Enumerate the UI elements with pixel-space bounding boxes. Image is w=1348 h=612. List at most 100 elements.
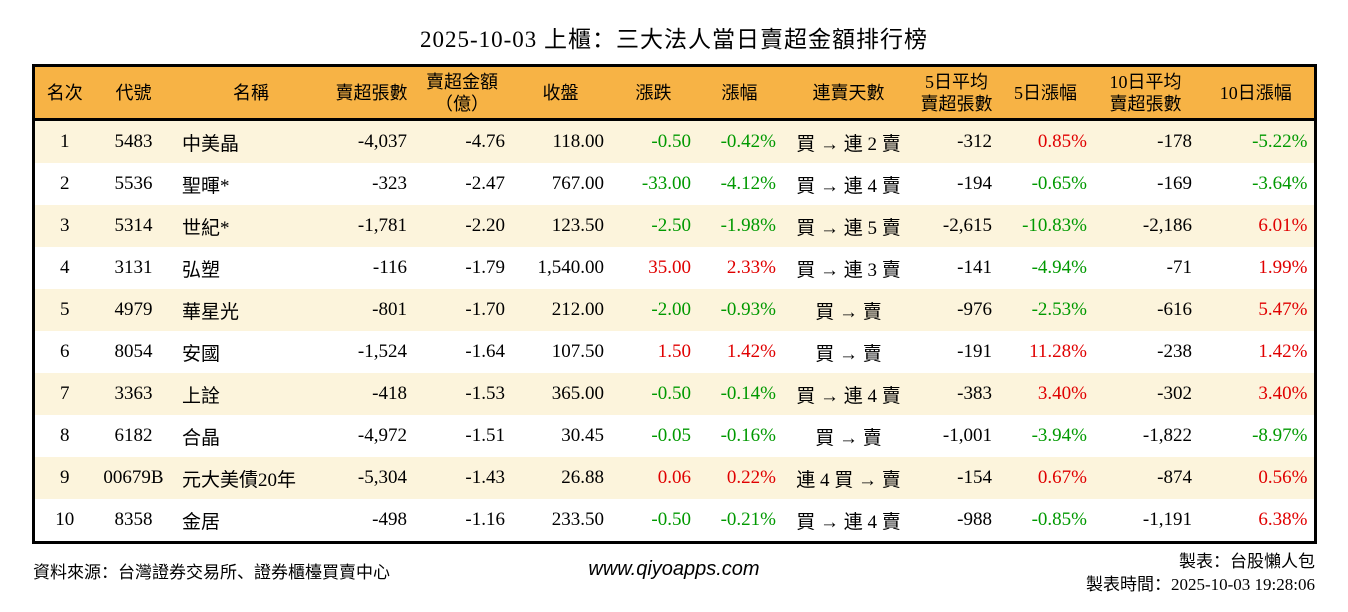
table-header-row: 名次 代號 名稱 賣超張數 賣超金額 （億） 收盤 漲跌 漲幅 連賣天數 5日平均 賣超張數 5日漲幅 1… <box>33 65 1315 121</box>
cell-pct10: 6.38% <box>1258 509 1308 530</box>
cell-close: 1,540.00 <box>537 257 605 278</box>
cell-code: 6182 <box>114 425 153 446</box>
header-cell-sell-vol: 賣超張數 <box>330 65 413 121</box>
cell-pct10: 3.40% <box>1258 383 1308 404</box>
cell-avg5: -383 <box>957 383 992 404</box>
cell-sell-amt: -1.53 <box>465 383 505 404</box>
cell-rank: 10 <box>55 509 75 530</box>
header-cell-avg5: 5日平均 賣超張數 <box>915 65 998 121</box>
cell-avg5: -194 <box>957 173 992 194</box>
cell-chg-pct: -1.98% <box>720 215 776 236</box>
table-row: 4 3131 弘塑 -116 -1.79 1,540.00 35.00 2.33% 買 → 連 … <box>33 247 1315 289</box>
cell-avg5: -2,615 <box>942 215 992 236</box>
cell-code: 8358 <box>114 509 153 530</box>
cell-code: 3131 <box>114 257 153 278</box>
table-row: 5 4979 華星光 -801 -1.70 212.00 -2.00 -0.93% 買 → 賣 -… <box>33 289 1315 331</box>
cell-avg5: -1,001 <box>942 425 992 446</box>
cell-change: -0.05 <box>651 425 691 446</box>
cell-pct5: 0.67% <box>1037 467 1087 488</box>
cell-sell-vol: -1,781 <box>357 215 407 236</box>
cell-pct10: 1.99% <box>1258 257 1308 278</box>
cell-pct5: -3.94% <box>1031 425 1087 446</box>
cell-chg-pct: -0.16% <box>720 425 776 446</box>
cell-sell-vol: -116 <box>372 257 407 278</box>
cell-change: 35.00 <box>648 257 691 278</box>
cell-name: 合晶 <box>182 427 221 449</box>
cell-name: 聖暉* <box>182 175 230 197</box>
cell-rank: 6 <box>60 341 70 362</box>
cell-close: 212.00 <box>551 299 604 320</box>
cell-avg10: -874 <box>1157 467 1192 488</box>
cell-change: 1.50 <box>657 341 691 362</box>
cell-rank: 4 <box>60 257 70 278</box>
cell-rank: 9 <box>60 467 70 488</box>
cell-chg-pct: 1.42% <box>726 341 776 362</box>
cell-name: 華星光 <box>182 301 240 323</box>
table-row: 9 00679B 元大美債20年 -5,304 -1.43 26.88 0.06 0.22% 連… <box>33 457 1315 499</box>
cell-avg5: -141 <box>957 257 992 278</box>
cell-streak: 買 → 賣 <box>815 343 882 365</box>
cell-rank: 7 <box>60 383 70 404</box>
cell-pct5: -4.94% <box>1031 257 1087 278</box>
cell-streak: 買 → 連 4 賣 <box>796 385 901 407</box>
cell-change: -2.00 <box>651 299 691 320</box>
cell-sell-amt: -2.47 <box>465 173 505 194</box>
cell-name: 元大美債20年 <box>182 469 297 491</box>
cell-streak: 買 → 連 2 賣 <box>796 133 901 155</box>
cell-sell-amt: -1.16 <box>465 509 505 530</box>
cell-rank: 8 <box>60 425 70 446</box>
cell-code: 5314 <box>114 215 153 236</box>
header-cell-pct5: 5日漲幅 <box>998 65 1093 121</box>
cell-code: 4979 <box>114 299 153 320</box>
cell-close: 123.50 <box>551 215 604 236</box>
cell-chg-pct: -0.93% <box>720 299 776 320</box>
cell-pct5: -2.53% <box>1031 299 1087 320</box>
cell-sell-amt: -1.70 <box>465 299 505 320</box>
cell-close: 118.00 <box>552 131 604 152</box>
header-cell-rank: 名次 <box>33 65 95 121</box>
header-cell-pct10: 10日漲幅 <box>1198 65 1315 121</box>
cell-close: 365.00 <box>551 383 604 404</box>
cell-sell-amt: -1.43 <box>465 467 505 488</box>
cell-avg5: -976 <box>957 299 992 320</box>
cell-pct10: -8.97% <box>1252 425 1308 446</box>
footer-source: 資料來源：台灣證券交易所、證券櫃檯買賣中心 <box>33 563 390 582</box>
cell-avg10: -178 <box>1157 131 1192 152</box>
cell-sell-vol: -498 <box>372 509 407 530</box>
cell-chg-pct: 0.22% <box>726 467 776 488</box>
cell-code: 8054 <box>114 341 153 362</box>
cell-avg5: -191 <box>957 341 992 362</box>
cell-name: 上詮 <box>182 385 221 407</box>
cell-change: -0.50 <box>651 509 691 530</box>
cell-code: 3363 <box>114 383 153 404</box>
cell-avg10: -1,822 <box>1142 425 1192 446</box>
cell-avg5: -312 <box>957 131 992 152</box>
cell-sell-vol: -323 <box>372 173 407 194</box>
cell-sell-vol: -5,304 <box>357 467 407 488</box>
cell-name: 世紀* <box>182 217 230 239</box>
cell-avg10: -302 <box>1157 383 1192 404</box>
cell-pct5: -10.83% <box>1022 215 1087 236</box>
footer: 資料來源：台灣證券交易所、證券櫃檯買賣中心 www.qiyoapps.com 製… <box>33 550 1315 606</box>
cell-rank: 3 <box>60 215 70 236</box>
cell-name: 金居 <box>182 511 221 533</box>
footer-timestamp: 製表時間：2025-10-03 19:28:06 <box>1085 575 1315 594</box>
header-cell-streak: 連賣天數 <box>782 65 915 121</box>
table-row: 10 8358 金居 -498 -1.16 233.50 -0.50 -0.21% 買 → 連 … <box>33 499 1315 543</box>
cell-rank: 2 <box>60 173 70 194</box>
cell-sell-amt: -1.64 <box>465 341 505 362</box>
cell-change: -0.50 <box>651 383 691 404</box>
cell-pct10: -5.22% <box>1252 131 1308 152</box>
cell-streak: 買 → 連 5 賣 <box>796 217 901 239</box>
footer-credits: 製表：台股懶人包 製表時間：2025-10-03 19:28:06 <box>1086 550 1315 596</box>
cell-pct10: 0.56% <box>1258 467 1308 488</box>
cell-sell-amt: -1.51 <box>465 425 505 446</box>
cell-change: -2.50 <box>651 215 691 236</box>
cell-close: 233.50 <box>551 509 604 530</box>
table-row: 3 5314 世紀* -1,781 -2.20 123.50 -2.50 -1.98% 買 → … <box>33 205 1315 247</box>
footer-website: www.qiyoapps.com <box>588 558 760 580</box>
cell-sell-vol: -1,524 <box>357 341 407 362</box>
cell-pct10: -3.64% <box>1252 173 1308 194</box>
cell-sell-amt: -1.79 <box>465 257 505 278</box>
cell-pct10: 6.01% <box>1258 215 1308 236</box>
